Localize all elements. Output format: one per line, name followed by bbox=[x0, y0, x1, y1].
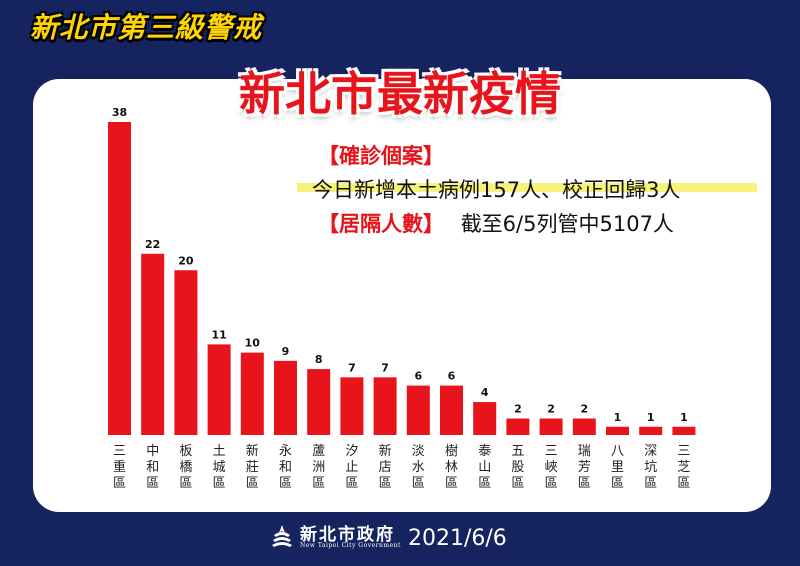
bar-八里區 bbox=[606, 426, 629, 435]
data-label-淡水區: 6 bbox=[414, 370, 422, 383]
bar-新莊區 bbox=[240, 352, 264, 435]
category-label-板橋區: 板橋區 bbox=[179, 444, 192, 491]
data-label-新店區: 7 bbox=[381, 361, 389, 374]
org-name-en: New Taipei City Government bbox=[300, 542, 401, 549]
text-highlight bbox=[297, 183, 757, 192]
org-name: 新北市政府 bbox=[300, 525, 395, 545]
cases-text: 今日新增本土病例157人、校正回歸3人 bbox=[312, 178, 681, 202]
category-label-新莊區: 新莊區 bbox=[246, 443, 259, 491]
bar-三芝區 bbox=[672, 426, 696, 435]
data-label-板橋區: 20 bbox=[178, 254, 194, 267]
data-label-永和區: 9 bbox=[282, 345, 290, 358]
data-label-三芝區: 1 bbox=[680, 411, 688, 424]
bar-中和區 bbox=[141, 253, 165, 435]
page-title: 新北市最新疫情 bbox=[239, 67, 561, 121]
category-label-蘆洲區: 蘆洲區 bbox=[312, 444, 325, 491]
isolation-text: 截至6/5列管中5107人 bbox=[460, 212, 674, 236]
category-label-汐止區: 汐止區 bbox=[345, 443, 358, 491]
category-label-土城區: 土城區 bbox=[213, 444, 226, 491]
category-label-中和區: 中和區 bbox=[146, 444, 159, 491]
category-label-瑞芳區: 瑞芳區 bbox=[578, 444, 591, 491]
bar-土城區 bbox=[207, 344, 231, 435]
data-label-深坑區: 1 bbox=[647, 411, 655, 424]
bar-瑞芳區 bbox=[572, 418, 596, 435]
category-label-三重區: 三重區 bbox=[113, 444, 126, 491]
bar-三峽區 bbox=[539, 418, 563, 435]
category-label-五股區: 五股區 bbox=[511, 444, 524, 491]
category-label-新店區: 新店區 bbox=[379, 443, 392, 491]
bar-蘆洲區 bbox=[307, 369, 331, 435]
category-label-深坑區: 深坑區 bbox=[644, 444, 657, 491]
data-label-汐止區: 7 bbox=[348, 361, 356, 374]
bar-板橋區 bbox=[174, 270, 198, 435]
category-label-淡水區: 淡水區 bbox=[412, 444, 425, 491]
data-label-中和區: 22 bbox=[145, 238, 160, 251]
data-label-泰山區: 4 bbox=[481, 386, 489, 399]
data-label-三重區: 38 bbox=[112, 106, 127, 119]
bar-深坑區 bbox=[639, 426, 663, 435]
data-label-八里區: 1 bbox=[614, 411, 622, 424]
data-label-新莊區: 10 bbox=[245, 337, 261, 350]
category-label-樹林區: 樹林區 bbox=[445, 444, 458, 491]
bar-淡水區 bbox=[406, 385, 430, 435]
cases-tag-label: 【確診個案】 bbox=[318, 144, 444, 168]
report-date: 2021/6/6 bbox=[408, 526, 507, 551]
isolation-tag-label: 【居隔人數】 bbox=[318, 212, 444, 236]
bar-新店區 bbox=[373, 377, 397, 435]
alert-level-label: 新北市第三級警戒 bbox=[30, 11, 263, 44]
category-label-三峽區: 三峽區 bbox=[545, 444, 558, 491]
cases-tag: 【確診個案】 bbox=[318, 140, 444, 170]
data-label-土城區: 11 bbox=[211, 328, 226, 341]
data-label-瑞芳區: 2 bbox=[580, 403, 588, 416]
bar-泰山區 bbox=[473, 402, 497, 435]
city-government-logo-icon bbox=[272, 525, 292, 547]
data-label-樹林區: 6 bbox=[448, 370, 456, 383]
bar-永和區 bbox=[274, 360, 297, 435]
data-label-三峽區: 2 bbox=[547, 403, 555, 416]
category-label-永和區: 永和區 bbox=[279, 444, 292, 491]
isolation-row: 【居隔人數】 截至6/5列管中5107人 bbox=[318, 208, 674, 238]
bar-三重區 bbox=[108, 122, 131, 435]
category-label-三芝區: 三芝區 bbox=[677, 444, 690, 491]
bar-五股區 bbox=[506, 418, 530, 435]
bar-樹林區 bbox=[440, 385, 463, 435]
data-label-蘆洲區: 8 bbox=[315, 353, 323, 366]
data-label-五股區: 2 bbox=[514, 403, 522, 416]
category-label-泰山區: 泰山區 bbox=[478, 444, 491, 491]
category-label-八里區: 八里區 bbox=[611, 444, 624, 491]
bar-汐止區 bbox=[340, 377, 364, 435]
